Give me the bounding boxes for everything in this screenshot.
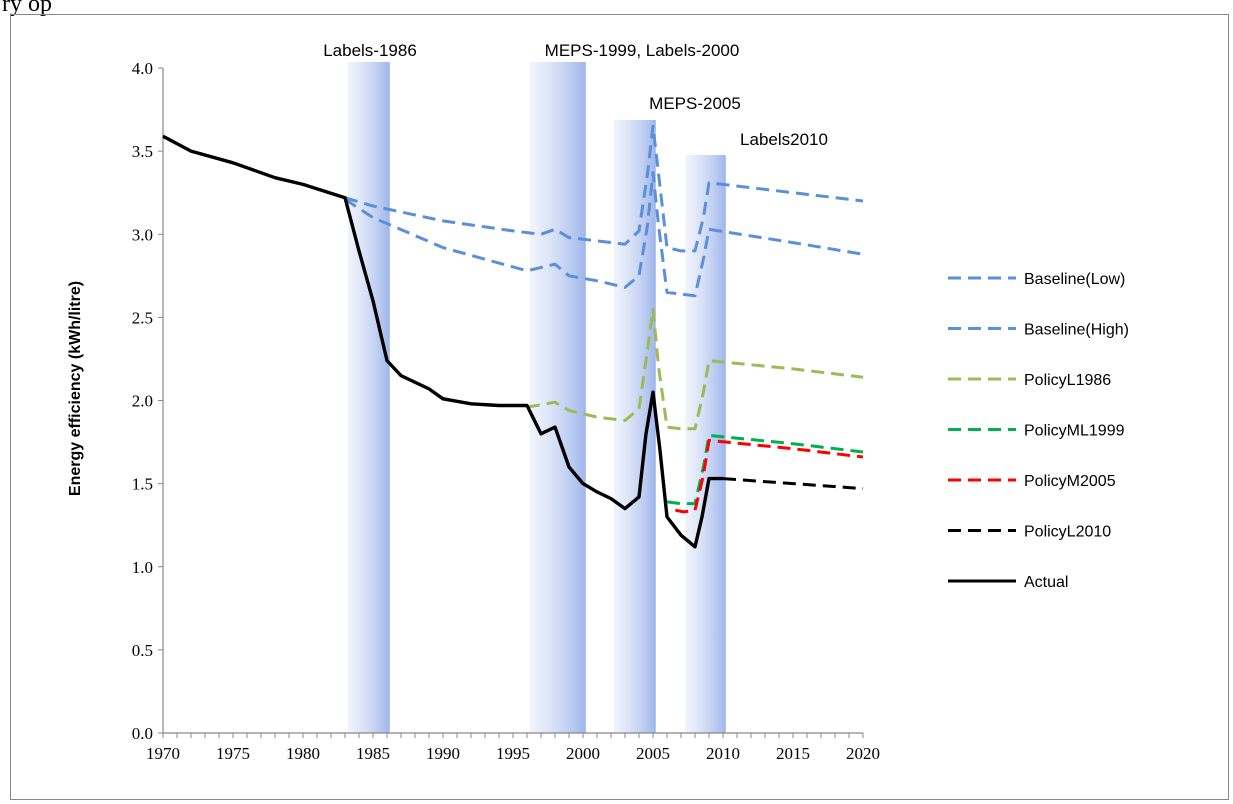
x-tick-label: 1970 [146,744,180,763]
x-tick-label: 1980 [286,744,320,763]
series-line-actual [162,134,723,549]
legend-label-policyl2010: PolicyL2010 [1024,524,1111,541]
legend-label-policyl1986: PolicyL1986 [1024,372,1111,389]
series-line-policym2005 [675,438,864,514]
x-tick-label: 1995 [496,744,530,763]
y-tick-label: 3.0 [132,225,153,244]
series-line-baseline-low [344,124,864,253]
y-tick-label: 2.5 [132,308,153,327]
legend-label-baseline-low: Baseline(Low) [1024,271,1125,288]
y-tick-label: 4.0 [132,59,153,78]
legend-label-baseline-high: Baseline(High) [1024,322,1129,339]
x-tick-label: 2020 [846,744,880,763]
series-line-baseline-high [344,171,864,298]
y-tick-label: 2.0 [132,392,153,411]
x-tick-label: 1990 [426,744,460,763]
x-tick-label: 2015 [776,744,810,763]
y-tick-label: 3.5 [132,142,153,161]
band-meps-1999-labels-2000 [529,62,586,733]
y-tick-label: 1.0 [132,558,153,577]
band-label-labels2010: Labels2010 [740,130,828,149]
legend-label-actual: Actual [1024,574,1068,591]
band-labels-1986 [347,62,390,733]
y-tick-label: 1.5 [132,475,153,494]
band-label-meps-1999-labels-2000: MEPS-1999, Labels-2000 [545,41,740,60]
x-tick-label: 2010 [706,744,740,763]
x-tick-label: 1975 [216,744,250,763]
series-line-policyl1986 [526,307,864,431]
series-line-policyl2010 [722,477,864,491]
x-tick-label: 1985 [356,744,390,763]
top-text-fragment: ry op [2,0,52,17]
chart-frame [10,14,1229,800]
y-tick-label: 0.5 [132,641,153,660]
legend-label-policym2005: PolicyM2005 [1024,473,1116,490]
band-label-meps-2005: MEPS-2005 [649,94,741,113]
band-labels2010 [685,155,726,733]
band-label-labels-1986: Labels-1986 [323,41,417,60]
x-tick-label: 2005 [636,744,670,763]
y-tick-label: 0.0 [132,724,153,743]
legend-label-policyml1999: PolicyML1999 [1024,423,1125,440]
y-axis-title: Energy efficiency (kWh/litre) [67,281,84,496]
x-tick-label: 2000 [566,744,600,763]
